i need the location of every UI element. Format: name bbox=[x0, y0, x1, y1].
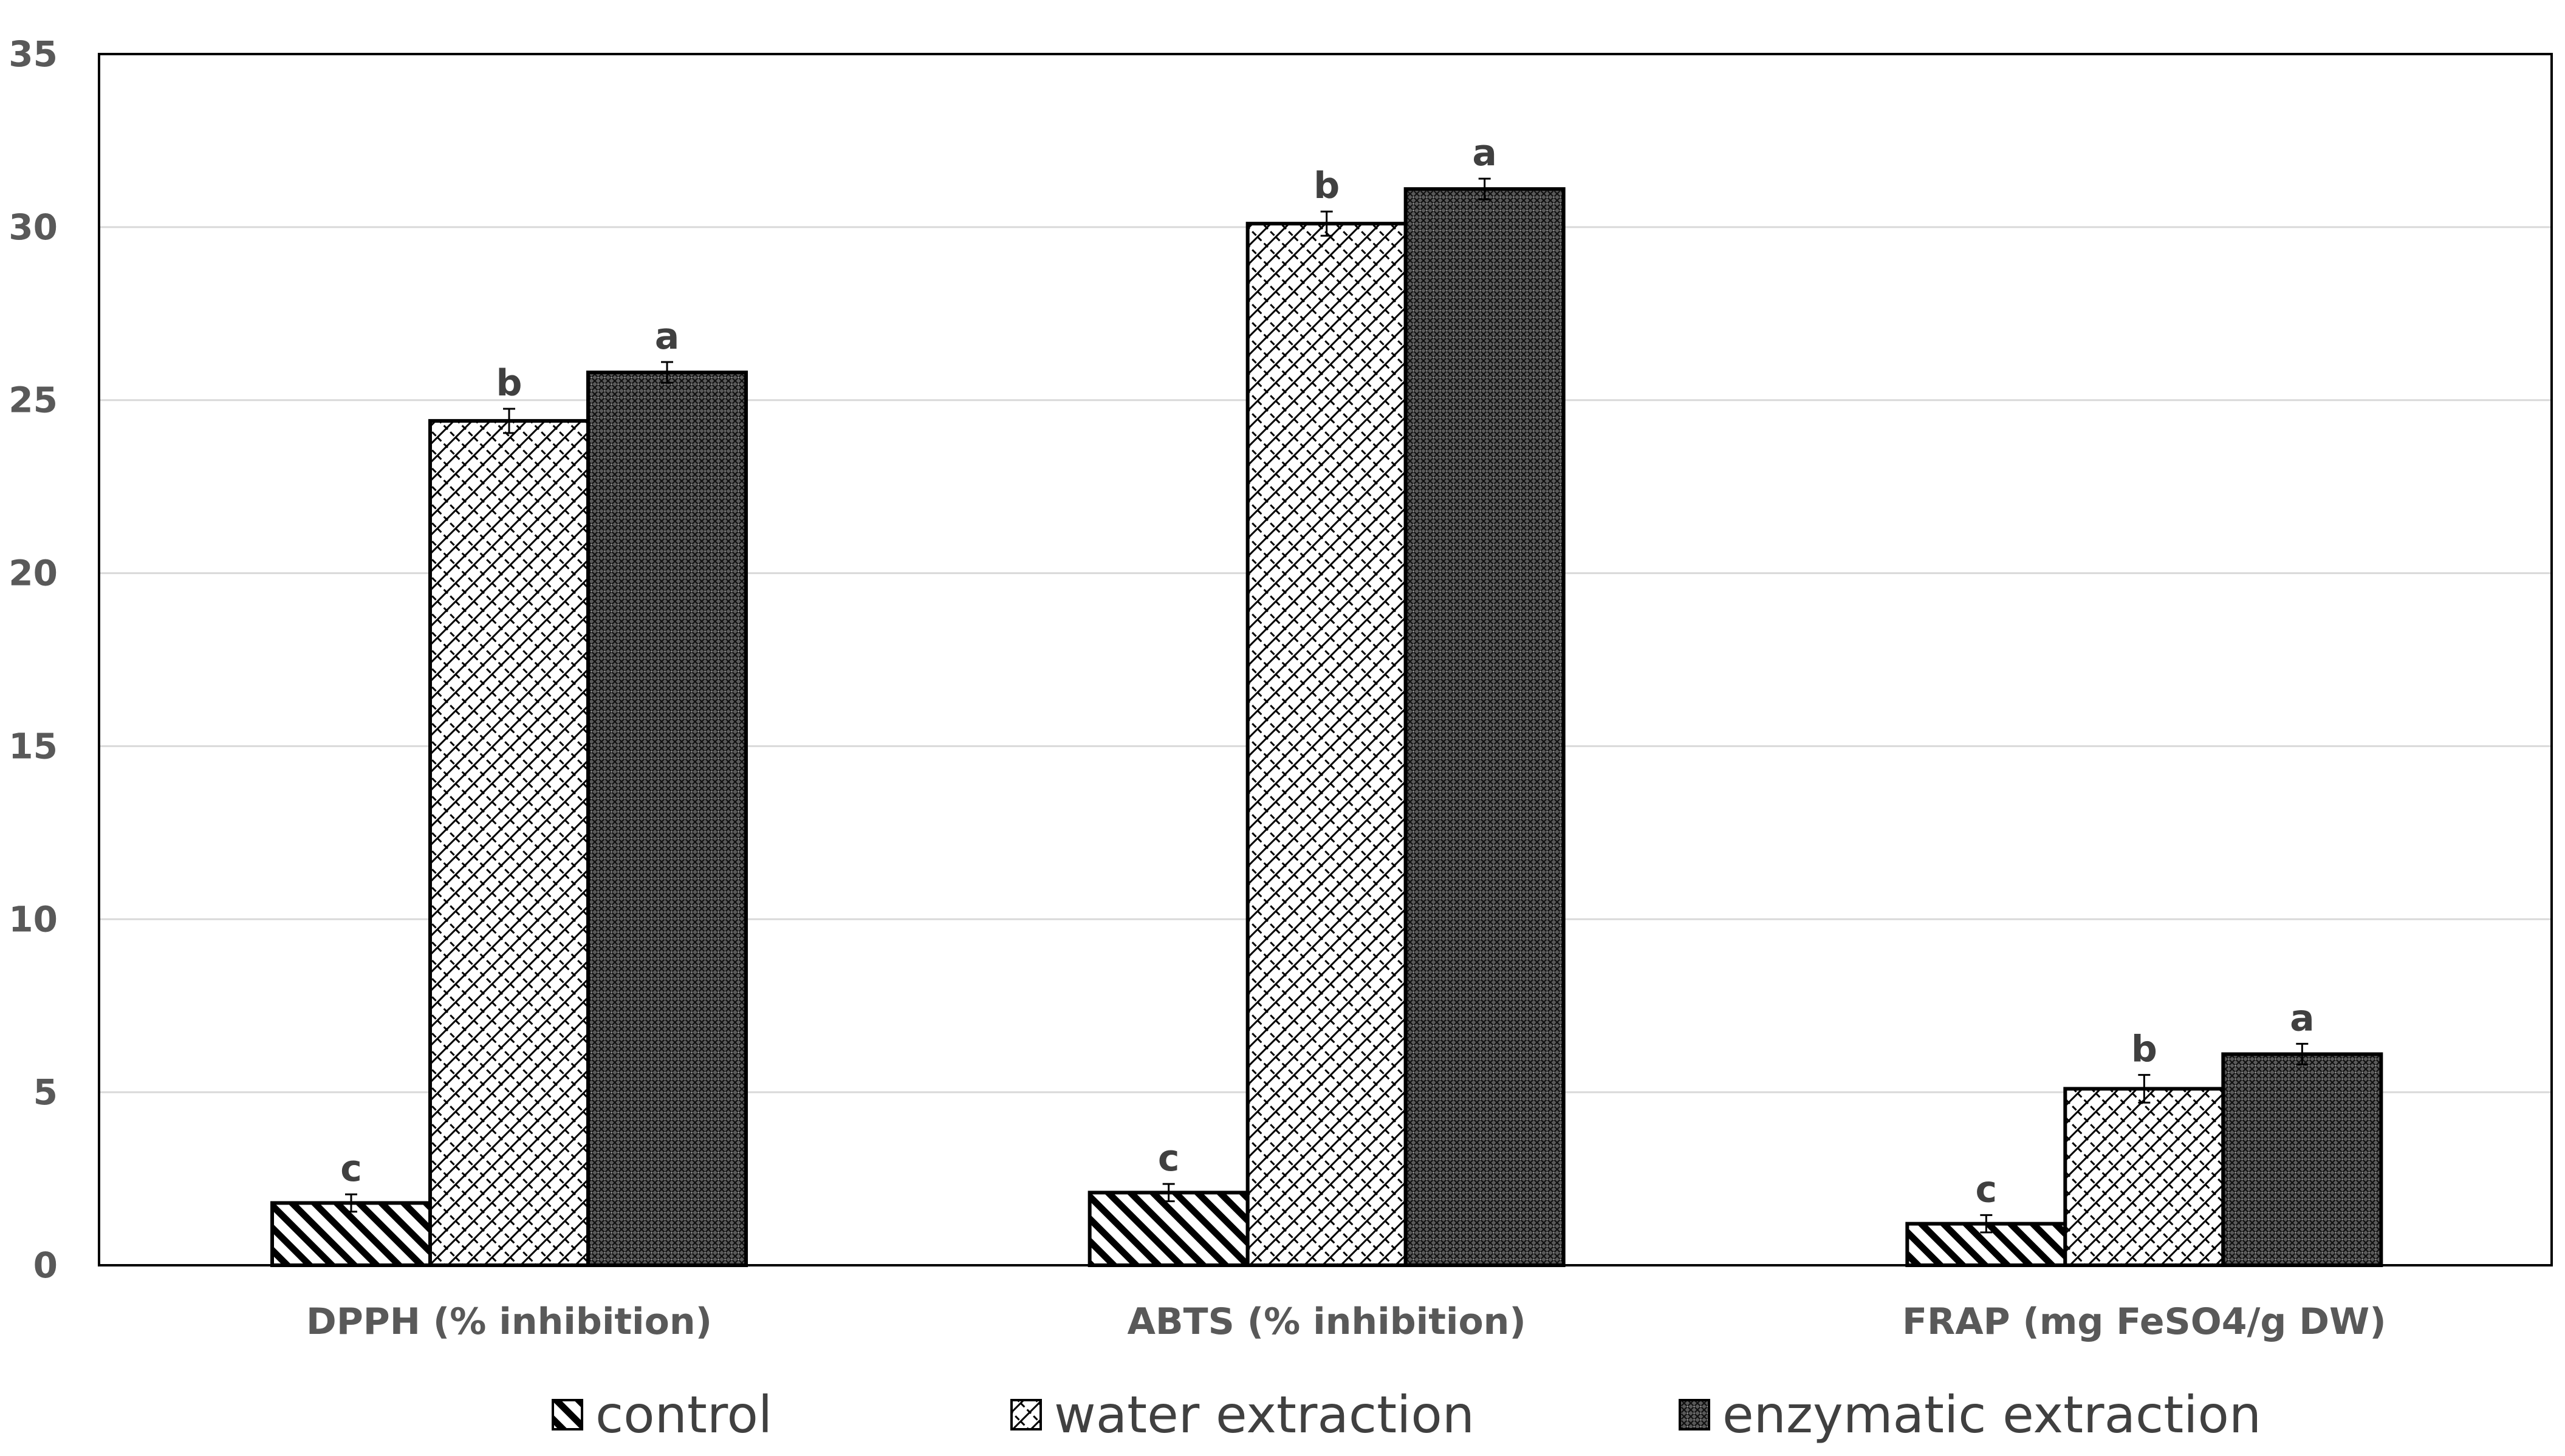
legend-swatch bbox=[1679, 1399, 1710, 1430]
y-tick-label: 35 bbox=[9, 33, 58, 75]
y-tick-label: 15 bbox=[9, 725, 58, 767]
error-bar bbox=[503, 408, 515, 434]
x-category-label: DPPH (% inhibition) bbox=[306, 1300, 712, 1343]
x-category-label: FRAP (mg FeSO4/g DW) bbox=[1902, 1300, 2386, 1343]
error-bar bbox=[2138, 1074, 2151, 1104]
category-labels: DPPH (% inhibition) ABTS (% inhibition) FR… bbox=[306, 1300, 2386, 1343]
legend: control water extraction enzymatic extract… bbox=[552, 1385, 2261, 1444]
error-bar bbox=[1478, 177, 1491, 200]
error-bar bbox=[345, 1193, 357, 1213]
significance-label: b bbox=[496, 362, 522, 405]
y-tick-label: 10 bbox=[9, 898, 58, 940]
y-tick-label: 30 bbox=[9, 207, 58, 248]
legend-label: enzymatic extraction bbox=[1722, 1385, 2261, 1444]
x-category-label: ABTS (% inhibition) bbox=[1128, 1300, 1526, 1343]
bar-water-extraction-2 bbox=[1245, 222, 1408, 1267]
legend-label: water extraction bbox=[1054, 1385, 1474, 1444]
error-bar bbox=[1980, 1214, 1993, 1234]
bar-enzymatic-extraction-3 bbox=[2221, 1052, 2383, 1267]
bars bbox=[270, 187, 2383, 1268]
significance-letters: c b a c b a c b a bbox=[340, 132, 2314, 1211]
significance-label: c bbox=[1976, 1168, 1998, 1211]
legend-swatch bbox=[552, 1399, 583, 1430]
y-tick-label: 0 bbox=[33, 1245, 58, 1286]
y-tick-label: 5 bbox=[33, 1071, 58, 1113]
bar-control-2 bbox=[1087, 1191, 1250, 1267]
significance-label: a bbox=[655, 315, 680, 358]
legend-item-enzymatic-extraction: enzymatic extraction bbox=[1679, 1385, 2261, 1444]
legend-label: control bbox=[595, 1385, 772, 1444]
significance-label: c bbox=[1158, 1137, 1180, 1180]
error-bars bbox=[345, 177, 2309, 1234]
legend-swatch bbox=[1010, 1399, 1042, 1430]
error-bar bbox=[1320, 210, 1333, 237]
significance-label: a bbox=[2290, 997, 2315, 1039]
significance-label: b bbox=[2131, 1028, 2157, 1071]
plot-area-frame bbox=[98, 53, 2553, 1266]
significance-label: c bbox=[340, 1147, 362, 1190]
error-bar bbox=[1162, 1183, 1175, 1203]
significance-label: a bbox=[1472, 132, 1497, 174]
bar-water-extraction-1 bbox=[428, 419, 590, 1268]
y-tick-label: 25 bbox=[9, 380, 58, 421]
bar-enzymatic-extraction-1 bbox=[586, 371, 748, 1268]
significance-label: b bbox=[1313, 165, 1340, 207]
bar-enzymatic-extraction-2 bbox=[1403, 187, 1566, 1267]
legend-item-control: control bbox=[552, 1385, 772, 1444]
y-tick-label: 20 bbox=[9, 553, 58, 594]
bar-water-extraction-3 bbox=[2063, 1087, 2225, 1267]
error-bar bbox=[2296, 1042, 2309, 1066]
error-bar bbox=[661, 361, 673, 384]
y-axis-ticks: 0 5 10 15 20 25 30 35 bbox=[9, 33, 58, 1286]
legend-item-water-extraction: water extraction bbox=[1010, 1385, 1474, 1444]
